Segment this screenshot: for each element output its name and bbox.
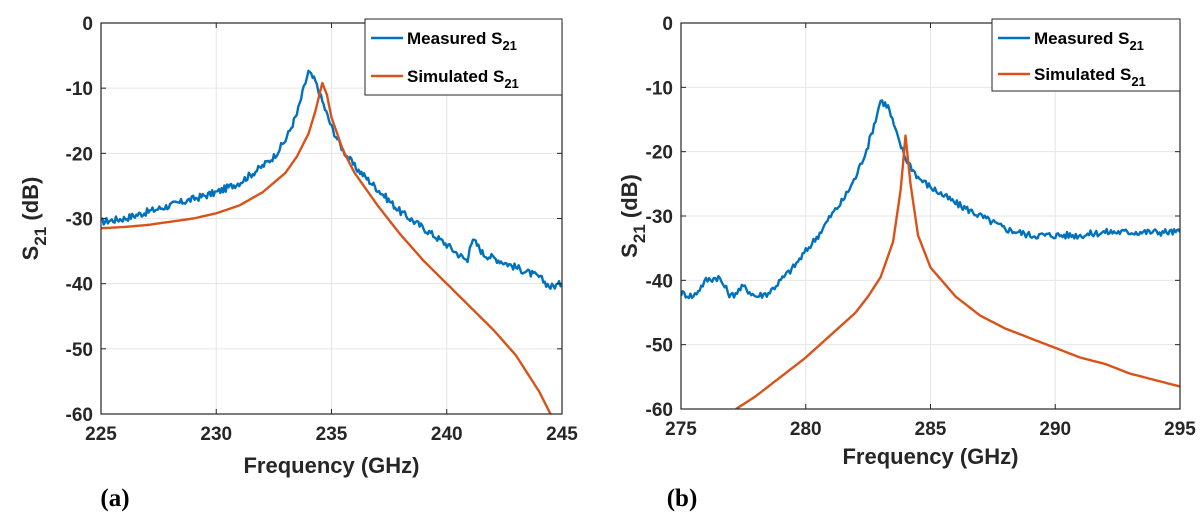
x-tick-label: 275 [665, 419, 697, 440]
y-tick-label: -60 [66, 405, 93, 426]
y-tick-label: -30 [646, 207, 673, 228]
legend-box [364, 18, 563, 96]
x-tick-label: 240 [431, 424, 463, 445]
chart-panel-1: 225 230 235 240 245 0 -10 -20 -30 -40 -50 -60 Freque… [18, 14, 578, 512]
y-tick-label: -20 [66, 144, 93, 165]
y-axis-label: S21 (dB) [18, 177, 50, 261]
legend-entry-label: Measured S21 [407, 29, 517, 53]
x-tick-label: 290 [1039, 419, 1071, 440]
y-axis-label: S21 (dB) [617, 174, 649, 258]
series-line-measured [101, 69, 562, 290]
y-tick-label: -20 [646, 143, 673, 164]
series-line-measured [681, 99, 1180, 300]
x-tick-label: 285 [915, 419, 947, 440]
y-tick-label: 0 [662, 14, 673, 35]
x-tick-label: 235 [316, 424, 348, 445]
series-line-simulated [101, 81, 552, 414]
legend: Measured S21 Simulated S21 [364, 18, 563, 96]
y-tick-label: -40 [66, 275, 93, 296]
y-tick-label: -30 [66, 210, 93, 231]
y-tick-label: -10 [66, 79, 93, 100]
x-tick-label: 295 [1164, 419, 1196, 440]
panel-label: (b) [667, 485, 698, 512]
x-tick-label: 245 [546, 424, 578, 445]
x-tick-label: 225 [85, 424, 117, 445]
legend-entry-label: Simulated S21 [1034, 65, 1146, 89]
chart-panel-2: 275 280 285 290 295 0 -10 -20 -30 -40 -50 -60 Freque… [617, 14, 1196, 512]
legend-box [991, 18, 1181, 92]
legend: Measured S21 Simulated S21 [991, 18, 1181, 92]
y-tick-label: -60 [646, 400, 673, 421]
y-tick-label: -50 [66, 340, 93, 361]
panel-label: (a) [100, 485, 129, 512]
y-tick-label: -50 [646, 336, 673, 357]
y-tick-label: -10 [646, 78, 673, 99]
x-axis-label: Frequency (GHz) [243, 453, 419, 478]
legend-entry-label: Simulated S21 [407, 67, 519, 91]
x-tick-label: 280 [790, 419, 822, 440]
x-axis-label: Frequency (GHz) [842, 444, 1018, 469]
y-tick-label: -40 [646, 271, 673, 292]
y-tick-label: 0 [82, 14, 93, 35]
series-line-simulated [735, 134, 1180, 409]
x-tick-label: 230 [200, 424, 232, 445]
legend-entry-label: Measured S21 [1034, 29, 1144, 53]
